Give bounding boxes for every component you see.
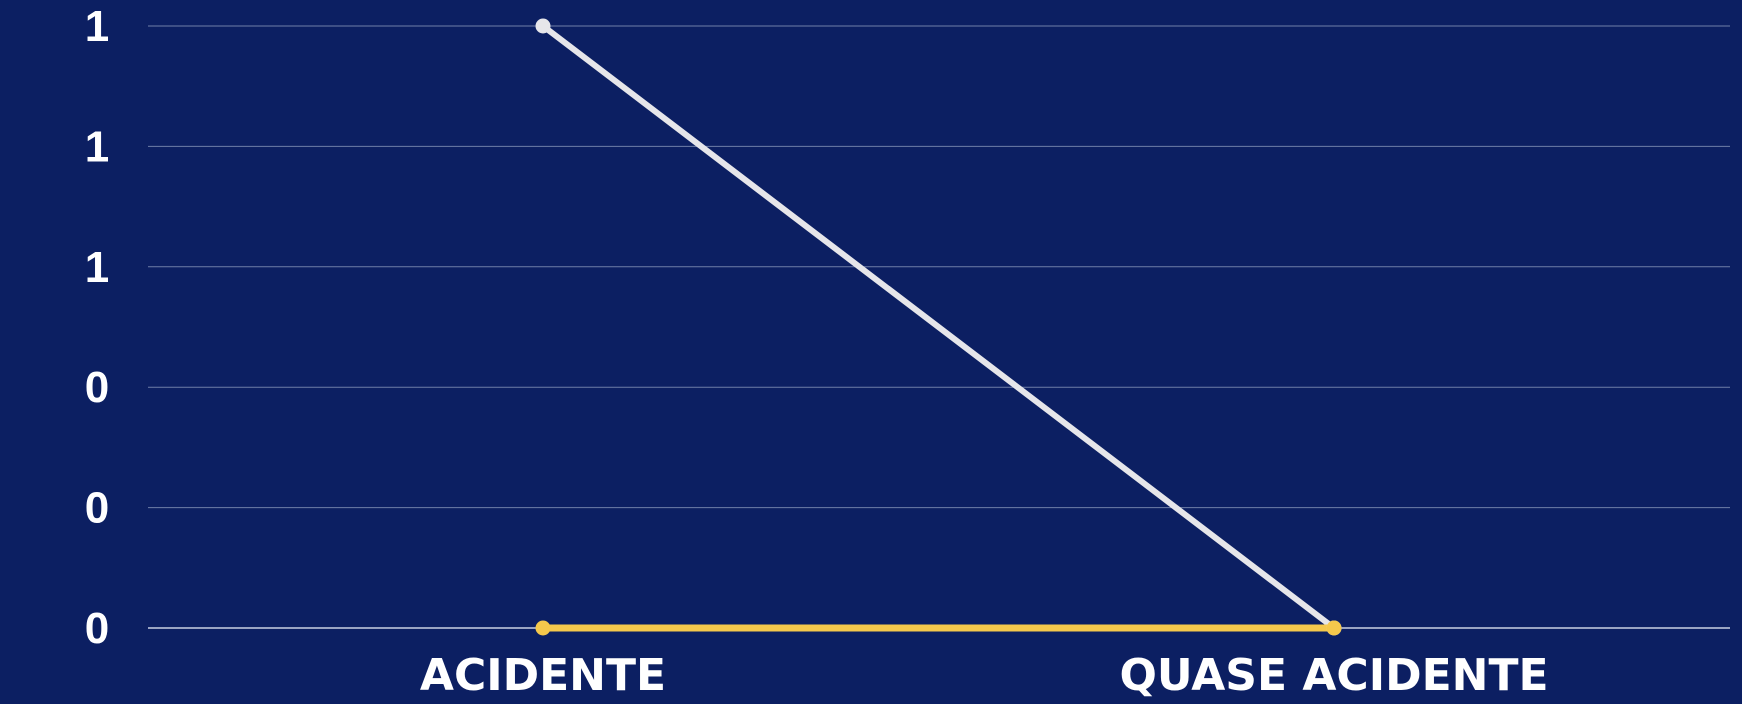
series-line-1 [540,23,1337,631]
y-tick-label: 0 [85,604,109,653]
y-tick-label: 1 [85,122,109,171]
y-tick-label: 0 [85,484,109,533]
x-axis-ticks: ACIDENTE QUASE ACIDENTE [420,650,1549,701]
data-point [1326,620,1342,636]
y-axis-ticks: 0 0 0 1 1 1 [85,2,109,653]
data-point [535,18,551,34]
y-tick-label: 1 [85,2,109,51]
series-lines [535,18,1342,636]
gridlines [148,25,1730,629]
y-tick-label: 0 [85,363,109,412]
y-tick-label: 1 [85,243,109,292]
x-tick-label: QUASE ACIDENTE [1119,650,1548,701]
x-tick-label: ACIDENTE [420,650,666,701]
data-point [535,620,551,636]
